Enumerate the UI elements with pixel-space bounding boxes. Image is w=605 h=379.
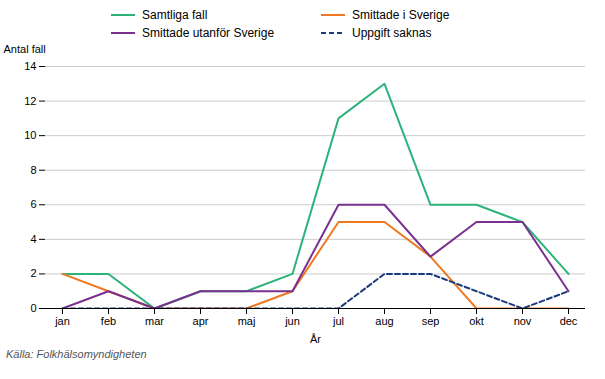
svg-text:sep: sep: [422, 315, 440, 327]
svg-text:mar: mar: [145, 315, 164, 327]
html-text:Källa: Folkhälsomyndigheten: Källa: Folkhälsomyndigheten: [6, 348, 147, 360]
svg-text:aug: aug: [375, 315, 393, 327]
svg-text:6: 6: [30, 198, 36, 210]
svg-text:År: År: [310, 333, 321, 345]
svg-text:jul: jul: [332, 315, 344, 327]
svg-text:8: 8: [30, 164, 36, 176]
svg-text:10: 10: [24, 129, 36, 141]
html-text:Smittade i Sverige: Smittade i Sverige: [352, 8, 450, 22]
svg-text:nov: nov: [514, 315, 532, 327]
svg-text:Antal fall: Antal fall: [4, 43, 46, 55]
svg-text:14: 14: [24, 60, 36, 72]
svg-text:dec: dec: [560, 315, 578, 327]
html-text:Samtliga fall: Samtliga fall: [142, 8, 208, 22]
svg-text:2: 2: [30, 267, 36, 279]
html-text:Uppgift saknas: Uppgift saknas: [352, 26, 432, 40]
svg-text:12: 12: [24, 95, 36, 107]
svg-text:jan: jan: [54, 315, 70, 327]
svg-text:0: 0: [30, 302, 36, 314]
svg-text:maj: maj: [238, 315, 256, 327]
svg-text:okt: okt: [469, 315, 484, 327]
html-text:Smittade utanför Sverige: Smittade utanför Sverige: [142, 26, 275, 40]
svg-text:4: 4: [30, 233, 36, 245]
svg-text:feb: feb: [101, 315, 116, 327]
svg-text:jun: jun: [284, 315, 300, 327]
svg-text:apr: apr: [193, 315, 209, 327]
